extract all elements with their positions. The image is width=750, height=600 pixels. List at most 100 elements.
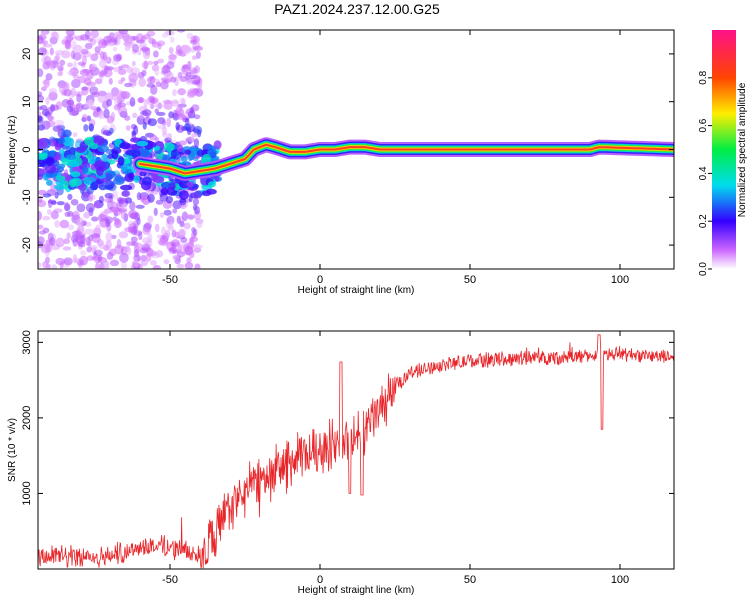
heatmap-cell [137, 97, 145, 103]
heatmap-cell [77, 61, 86, 66]
heatmap-cell [110, 234, 117, 240]
heatmap-cell [43, 43, 53, 48]
spectrogram-y-axis: -20 -10 0 10 20 [21, 48, 674, 253]
heatmap-cell [51, 31, 60, 42]
heatmap-cell [38, 110, 42, 117]
snr-y-axis: 1000 2000 3000 [21, 330, 674, 506]
heatmap-cell [191, 227, 196, 233]
heatmap-cell [140, 47, 150, 52]
heatmap-cell [83, 124, 89, 132]
heatmap-cell [107, 202, 115, 208]
y-tick-label: 3000 [21, 330, 33, 354]
heatmap-cell [110, 36, 118, 43]
colorbar-label: Normalized spectral amplitude [737, 82, 748, 217]
heatmap-cell [38, 168, 48, 175]
heatmap-cell [50, 104, 60, 111]
heatmap-cell [84, 30, 91, 40]
x-tick-label: 50 [464, 574, 476, 586]
heatmap-cell [97, 256, 108, 264]
heatmap-cell [38, 158, 45, 168]
heatmap-cell [97, 144, 110, 153]
heatmap-cell [172, 200, 182, 210]
heatmap-cell [189, 67, 197, 76]
heatmap-cell [147, 193, 155, 203]
heatmap-cell [47, 209, 52, 215]
heatmap-cell [191, 80, 201, 86]
heatmap-cell [83, 211, 90, 219]
heatmap-cell [54, 143, 62, 151]
heatmap-cell [86, 246, 93, 253]
x-tick-label: 100 [611, 574, 629, 586]
heatmap-cell [86, 255, 95, 262]
heatmap-cell [113, 104, 121, 111]
heatmap-cell [172, 254, 180, 261]
heatmap-cell [172, 208, 178, 214]
heatmap-cell [130, 149, 138, 158]
heatmap-cell [197, 84, 203, 89]
heatmap-cell [193, 114, 201, 120]
heatmap-cell [119, 142, 131, 150]
heatmap-cell [190, 88, 201, 95]
heatmap-cell [113, 54, 122, 62]
heatmap-cell [140, 148, 147, 158]
heatmap-cell [159, 212, 165, 218]
heatmap-cell [118, 231, 129, 239]
heatmap-cell [191, 55, 198, 60]
heatmap-cell [72, 254, 78, 264]
spectrogram-y-label: Frequency (Hz) [7, 116, 18, 185]
heatmap-cell [59, 59, 66, 66]
heatmap-cell [130, 212, 138, 220]
heatmap-cell [169, 76, 177, 83]
heatmap-cell [65, 154, 77, 161]
heatmap-cell [97, 213, 107, 222]
heatmap-cell [67, 70, 78, 77]
heatmap-cell [76, 217, 85, 227]
heatmap-cell [166, 117, 172, 128]
heatmap-cell [42, 193, 52, 198]
y-tick-label: 2000 [21, 406, 33, 430]
heatmap-cell [111, 95, 117, 101]
heatmap-cell [132, 112, 138, 118]
colorbar-ticks: 0.0 0.2 0.4 0.6 0.8 [698, 70, 712, 276]
heatmap-cell [182, 45, 192, 55]
heatmap-cell [176, 30, 186, 33]
heatmap-cell [63, 257, 73, 266]
heatmap-cell [117, 208, 128, 213]
heatmap-cell [62, 246, 72, 251]
heatmap-cell [177, 71, 183, 79]
heatmap-cell [104, 208, 111, 214]
heatmap-cell [207, 181, 216, 188]
heatmap-cell [162, 99, 173, 105]
heatmap-cell [94, 160, 106, 170]
heatmap-cell [98, 71, 105, 78]
heatmap-cell [189, 106, 194, 114]
heatmap-cell [147, 118, 158, 127]
heatmap-cell [143, 98, 148, 109]
heatmap-cell [136, 140, 149, 147]
heatmap-cell [90, 30, 99, 39]
heatmap-cell [106, 42, 115, 47]
heatmap-cell [48, 88, 58, 94]
y-tick-label: -10 [21, 189, 33, 205]
spectrogram-x-label: Height of straight line (km) [298, 285, 415, 296]
heatmap-cell [155, 249, 164, 258]
heatmap-cell [137, 72, 145, 79]
heatmap-cell [133, 242, 143, 250]
heatmap-cell [128, 172, 135, 181]
colorbar-gradient [712, 30, 736, 269]
heatmap-cell [124, 34, 133, 45]
heatmap-cell [124, 227, 133, 233]
heatmap-cell [194, 263, 201, 269]
heatmap-cell [164, 229, 171, 238]
y-tick-label: 20 [21, 48, 33, 60]
heatmap-cell [63, 88, 72, 97]
heatmap-cell [154, 223, 160, 233]
heatmap-cell [79, 255, 89, 266]
heatmap-cell [183, 123, 192, 131]
heatmap-cell [179, 97, 185, 104]
heatmap-cell [110, 111, 116, 122]
heatmap-cell [89, 143, 99, 150]
heatmap-cell [152, 175, 165, 184]
heatmap-cell [114, 217, 120, 226]
heatmap-cell [51, 264, 58, 269]
